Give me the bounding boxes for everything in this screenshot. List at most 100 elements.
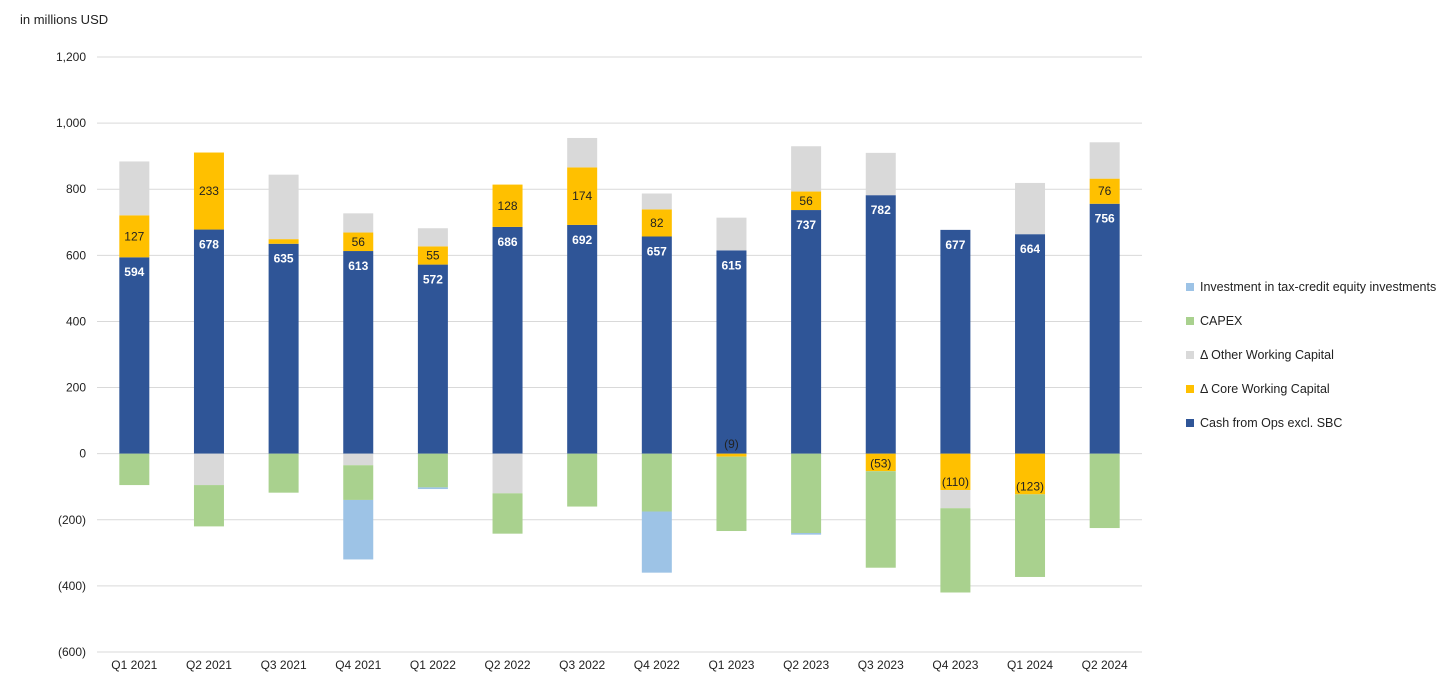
bar-other-wc	[716, 217, 747, 251]
label-cash-from-ops: 594	[124, 265, 144, 279]
bar-other-wc	[791, 146, 822, 192]
legend-item: Cash from Ops excl. SBC	[1186, 406, 1436, 440]
y-tick-label: 0	[79, 447, 86, 461]
label-cash-from-ops: 678	[199, 237, 219, 251]
bar-cash-from-ops	[641, 236, 672, 454]
bar-capex	[567, 453, 598, 507]
bar-core-wc	[417, 246, 448, 265]
bar-capex	[1089, 453, 1120, 529]
bar-capex	[791, 453, 822, 533]
bar-capex	[1015, 494, 1046, 577]
label-cash-from-ops: 664	[1020, 242, 1040, 256]
y-axis: (600) (400) (200) 0 200 400 600 800 1,000 1,200	[56, 50, 86, 659]
data-labels: 594 127 678 233 635 613 56 572 55 686 128 692 174 657…	[124, 184, 1115, 493]
bar-cash-from-ops	[268, 243, 299, 454]
bar-core-wc	[567, 167, 598, 225]
label-core-wc: 76	[1098, 184, 1112, 198]
legend-swatch	[1186, 419, 1194, 427]
x-axis: Q1 2021 Q2 2021 Q3 2021 Q4 2021 Q1 2022 Q2 20…	[111, 658, 1128, 672]
x-category-label: Q1 2021	[111, 658, 157, 672]
bar-other-wc	[865, 152, 896, 196]
x-category-label: Q2 2022	[485, 658, 531, 672]
legend-swatch	[1186, 283, 1194, 291]
bar-capex	[865, 471, 896, 568]
bar-core-wc	[716, 453, 747, 457]
label-core-wc: 56	[352, 235, 366, 249]
bar-cash-from-ops	[1089, 203, 1120, 454]
y-tick-label: 200	[66, 381, 86, 395]
bar-core-wc	[492, 184, 523, 227]
y-tick-label: 1,000	[56, 116, 86, 130]
label-core-wc: 127	[124, 229, 144, 243]
label-cash-from-ops: 692	[572, 233, 592, 247]
bar-tax-credit	[791, 533, 822, 535]
label-cash-from-ops: 677	[945, 238, 965, 252]
bar-capex	[193, 485, 224, 527]
bar-core-wc	[791, 191, 822, 211]
label-core-wc: 233	[199, 184, 219, 198]
x-category-label: Q4 2023	[932, 658, 978, 672]
legend-item: Investment in tax-credit equity investme…	[1186, 270, 1436, 304]
label-core-wc: (53)	[870, 456, 891, 470]
bar-other-wc	[641, 193, 672, 210]
y-tick-label: (400)	[58, 579, 86, 593]
bar-tax-credit	[641, 511, 672, 573]
legend: Investment in tax-credit equity investme…	[1186, 270, 1436, 440]
bar-capex	[119, 453, 150, 486]
unit-label: in millions USD	[20, 12, 109, 27]
bars	[119, 137, 1120, 593]
y-tick-label: (600)	[58, 645, 86, 659]
x-category-label: Q3 2021	[261, 658, 307, 672]
legend-label: Cash from Ops excl. SBC	[1200, 416, 1343, 430]
label-cash-from-ops: 782	[871, 203, 891, 217]
bar-capex	[268, 453, 299, 493]
label-cash-from-ops: 572	[423, 272, 443, 286]
x-category-label: Q2 2021	[186, 658, 232, 672]
legend-item: Δ Core Working Capital	[1186, 372, 1436, 406]
legend-swatch	[1186, 317, 1194, 325]
bar-cash-from-ops	[567, 224, 598, 454]
bar-cash-from-ops	[343, 251, 374, 454]
y-tick-label: 400	[66, 314, 86, 328]
x-category-label: Q4 2022	[634, 658, 680, 672]
bar-capex	[492, 493, 523, 534]
bar-core-wc	[940, 453, 971, 491]
bar-cash-from-ops	[716, 250, 747, 454]
label-core-wc: 56	[799, 194, 813, 208]
x-category-label: Q4 2021	[335, 658, 381, 672]
bar-cash-from-ops	[119, 257, 150, 454]
bar-cash-from-ops	[417, 264, 448, 454]
bar-other-wc	[1015, 182, 1046, 235]
bar-core-wc	[641, 209, 672, 237]
bar-tax-credit	[343, 499, 374, 560]
bar-core-wc	[1015, 453, 1046, 495]
legend-label: Δ Core Working Capital	[1200, 382, 1330, 396]
legend-label: Investment in tax-credit equity investme…	[1200, 280, 1437, 294]
x-category-label: Q1 2024	[1007, 658, 1053, 672]
bar-capex	[417, 453, 448, 488]
bar-other-wc	[1089, 142, 1120, 179]
y-tick-label: 600	[66, 248, 86, 262]
bar-core-wc	[343, 232, 374, 252]
bar-other-wc	[343, 213, 374, 233]
bar-other-wc	[492, 453, 523, 494]
y-tick-label: 800	[66, 182, 86, 196]
label-cash-from-ops: 756	[1095, 212, 1115, 226]
bar-capex	[641, 453, 672, 512]
bar-core-wc	[268, 239, 299, 244]
legend-swatch	[1186, 385, 1194, 393]
x-category-label: Q1 2023	[708, 658, 754, 672]
label-cash-from-ops: 615	[721, 258, 741, 272]
legend-item: Δ Other Working Capital	[1186, 338, 1436, 372]
bar-other-wc	[268, 174, 299, 240]
label-core-wc: (123)	[1016, 479, 1044, 493]
bar-core-wc	[1089, 178, 1120, 204]
label-cash-from-ops: 686	[498, 235, 518, 249]
bar-other-wc	[343, 453, 374, 466]
bar-core-wc	[865, 453, 896, 472]
legend-label: Δ Other Working Capital	[1200, 348, 1334, 362]
bar-core-wc	[119, 215, 150, 258]
label-core-wc: (110)	[942, 475, 969, 489]
bar-capex	[343, 465, 374, 500]
bar-cash-from-ops	[193, 229, 224, 454]
